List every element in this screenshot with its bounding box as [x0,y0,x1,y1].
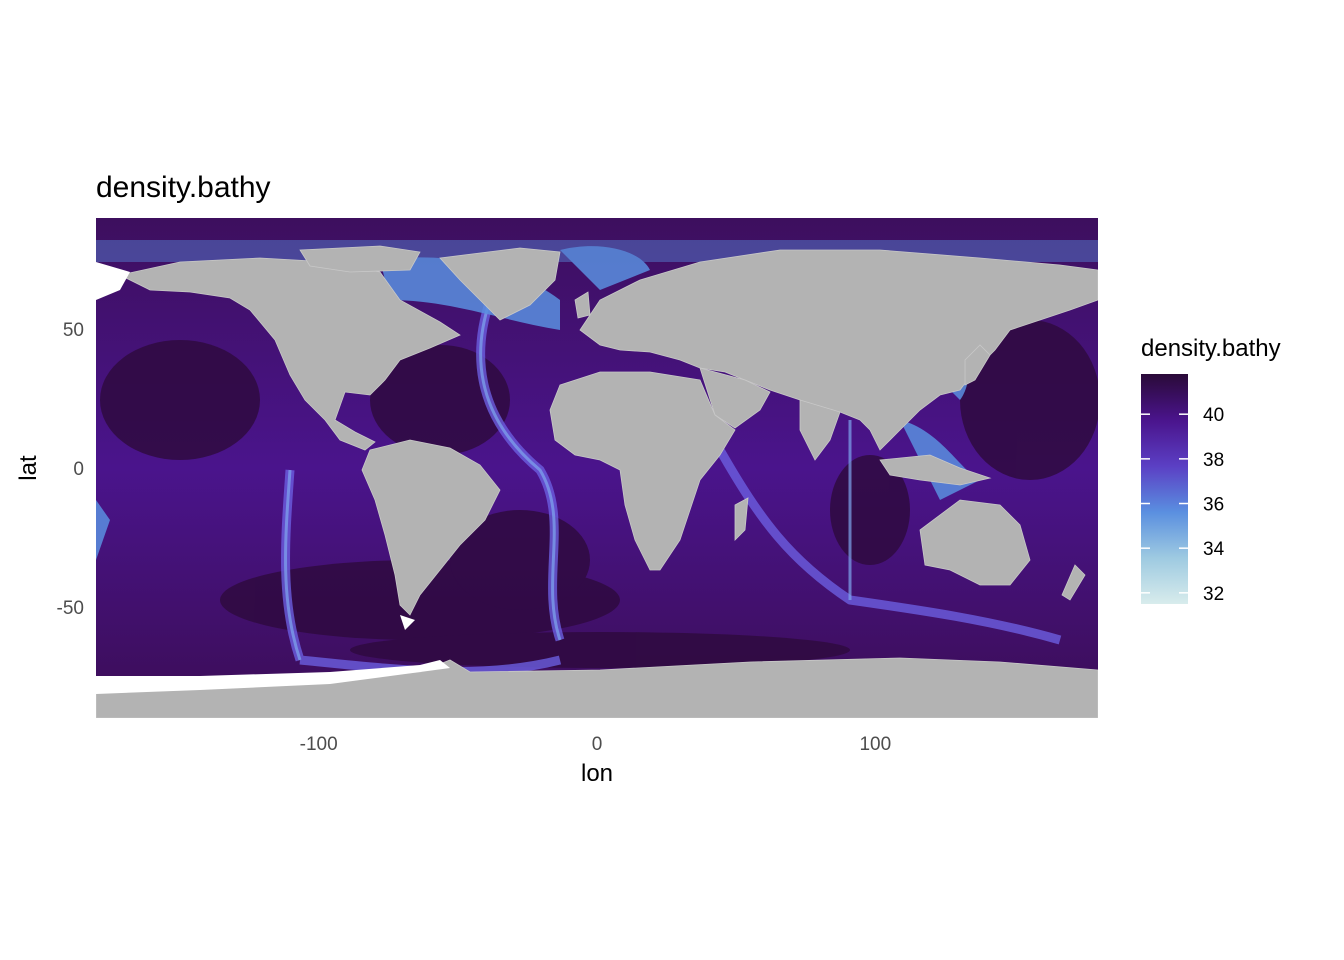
land-masses [96,245,1098,718]
greenland [439,247,561,321]
deep-basin-southern-ocean [350,632,850,668]
africa [549,371,736,571]
x-tick-label: -100 [300,734,338,755]
legend-colorbar [1141,374,1188,604]
chart-title: density.bathy [96,171,271,204]
x-tick-label: 0 [592,734,603,755]
deep-basin-north-atlantic [370,345,510,455]
no-data-coastal-cells [96,262,450,694]
eurasia [579,249,1098,451]
x-axis-title: lon [581,760,613,787]
y-tick-label: 0 [73,459,84,480]
deep-basin-northwest-pacific [960,320,1098,480]
y-axis-title: lat [15,455,42,481]
australia [919,499,1031,586]
legend-break-label: 36 [1203,495,1224,516]
legend-break-label: 38 [1203,450,1224,471]
north-america [118,257,461,451]
south-america [361,439,501,616]
canadian-archipelago [299,245,421,273]
legend-break-label: 32 [1203,584,1224,605]
legend-title: density.bathy [1141,335,1281,362]
madagascar [734,497,749,541]
y-tick-label: -50 [57,598,84,619]
legend-break-label: 40 [1203,405,1224,426]
southeast-asia-islands [879,454,992,486]
legend-break-label: 34 [1203,539,1225,560]
color-legend: density.bathy 40 38 36 34 32 [1141,335,1281,605]
y-tick-label: 50 [63,320,84,341]
indian-subcontinent [799,399,841,461]
y-axis: 50 0 -50 lat [15,320,84,619]
x-tick-label: 100 [859,734,891,755]
japan [964,344,991,386]
new-zealand [1061,564,1086,601]
map-panel [96,218,1098,718]
british-isles [574,291,591,319]
x-axis: -100 0 100 lon [300,734,892,787]
deep-basin-northeast-pacific [100,340,260,460]
